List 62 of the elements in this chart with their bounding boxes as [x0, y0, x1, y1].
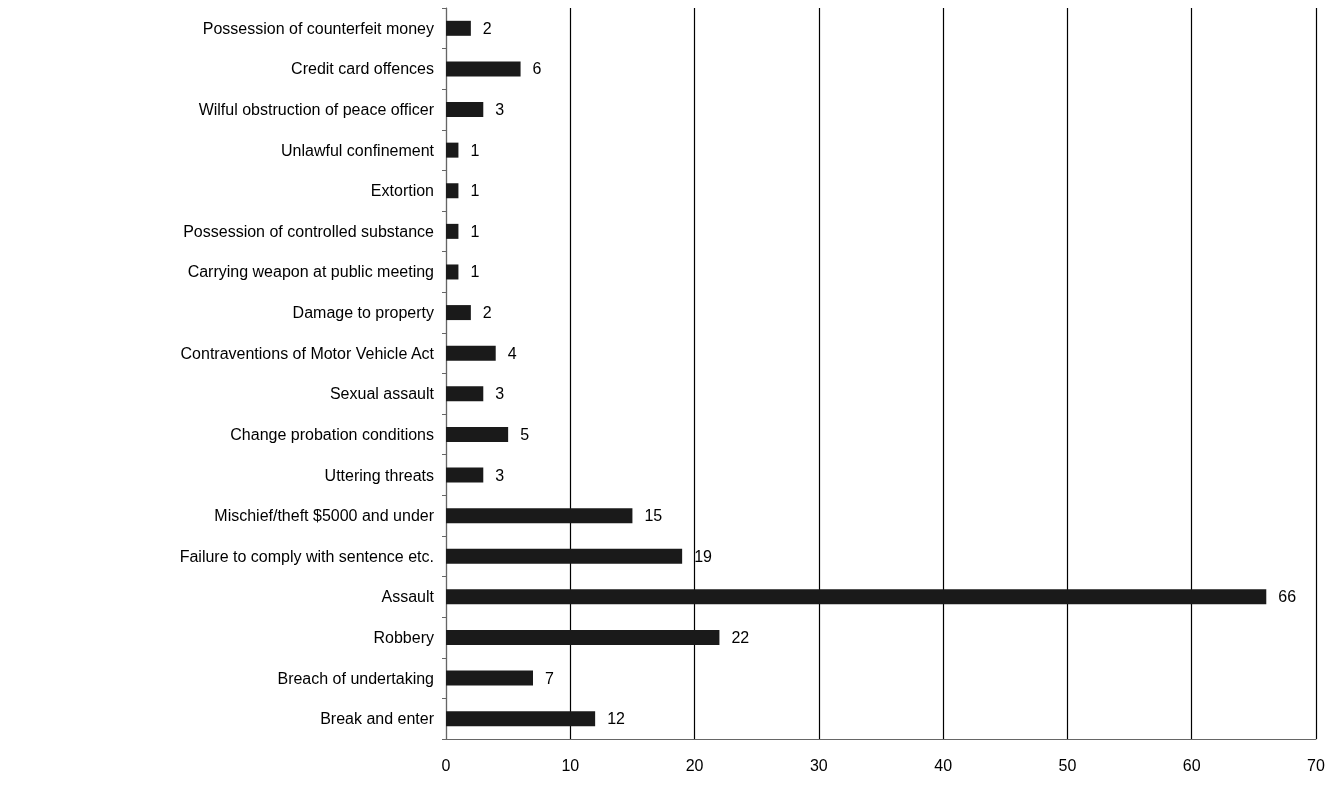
x-tick-label: 50: [1058, 756, 1077, 774]
y-tick-label: Breach of undertaking: [277, 669, 434, 687]
data-label: 7: [545, 669, 554, 687]
data-label: 15: [644, 507, 663, 525]
y-tick-label: Contraventions of Motor Vehicle Act: [180, 344, 435, 362]
data-label: 1: [470, 182, 480, 200]
x-tick-label: 40: [934, 756, 953, 774]
bar: [446, 264, 459, 280]
bar: [446, 508, 633, 524]
bar: [446, 711, 596, 727]
data-label: 19: [694, 547, 713, 565]
y-tick-label: Credit card offences: [291, 60, 434, 78]
y-tick-label: Assault: [381, 588, 435, 606]
bar: [446, 589, 1267, 605]
data-label: 3: [495, 466, 505, 484]
y-tick-label: Unlawful confinement: [281, 141, 435, 159]
x-tick-label: 0: [441, 756, 451, 774]
y-tick-label: Extortion: [370, 182, 434, 200]
bar: [446, 467, 484, 483]
data-label: 22: [731, 628, 750, 646]
x-tick-label: 60: [1182, 756, 1201, 774]
data-label: 1: [470, 263, 480, 281]
bar: [446, 102, 484, 118]
x-tick-label: 20: [685, 756, 704, 774]
y-tick-label: Break and enter: [320, 710, 435, 728]
y-tick-label: Carrying weapon at public meeting: [187, 263, 434, 281]
y-tick-label: Sexual assault: [329, 385, 435, 403]
data-label: 6: [532, 60, 542, 78]
y-tick-label: Mischief/theft $5000 and under: [214, 507, 435, 525]
bar: [446, 629, 720, 645]
y-tick-label: Wilful obstruction of peace officer: [198, 101, 435, 119]
data-label: 12: [607, 710, 626, 728]
bar: [446, 386, 484, 402]
bar: [446, 61, 521, 77]
bar: [446, 426, 509, 442]
data-label: 3: [495, 101, 505, 119]
y-tick-label: Uttering threats: [324, 466, 434, 484]
bar: [446, 20, 471, 36]
data-label: 5: [520, 425, 530, 443]
data-label: 2: [482, 19, 492, 37]
y-tick-label: Change probation conditions: [230, 425, 434, 443]
x-tick-label: 10: [561, 756, 580, 774]
y-tick-label: Possession of counterfeit money: [202, 19, 434, 37]
data-label: 2: [482, 304, 492, 322]
bar: [446, 223, 459, 239]
x-tick-label: 30: [809, 756, 828, 774]
y-tick-label: Failure to comply with sentence etc.: [179, 547, 434, 565]
bar: [446, 142, 459, 158]
y-tick-label: Possession of controlled substance: [183, 222, 435, 240]
bar: [446, 670, 533, 686]
data-label: 3: [495, 385, 505, 403]
data-label: 1: [470, 141, 480, 159]
bar: [446, 305, 471, 321]
bar: [446, 345, 496, 361]
bar: [446, 183, 459, 199]
x-tick-label: 70: [1307, 756, 1325, 774]
data-label: 4: [507, 344, 517, 362]
y-tick-label: Damage to property: [292, 304, 434, 322]
data-label: 1: [470, 222, 480, 240]
y-tick-label: Robbery: [373, 628, 434, 646]
bar: [446, 548, 683, 564]
data-label: 66: [1278, 588, 1297, 606]
